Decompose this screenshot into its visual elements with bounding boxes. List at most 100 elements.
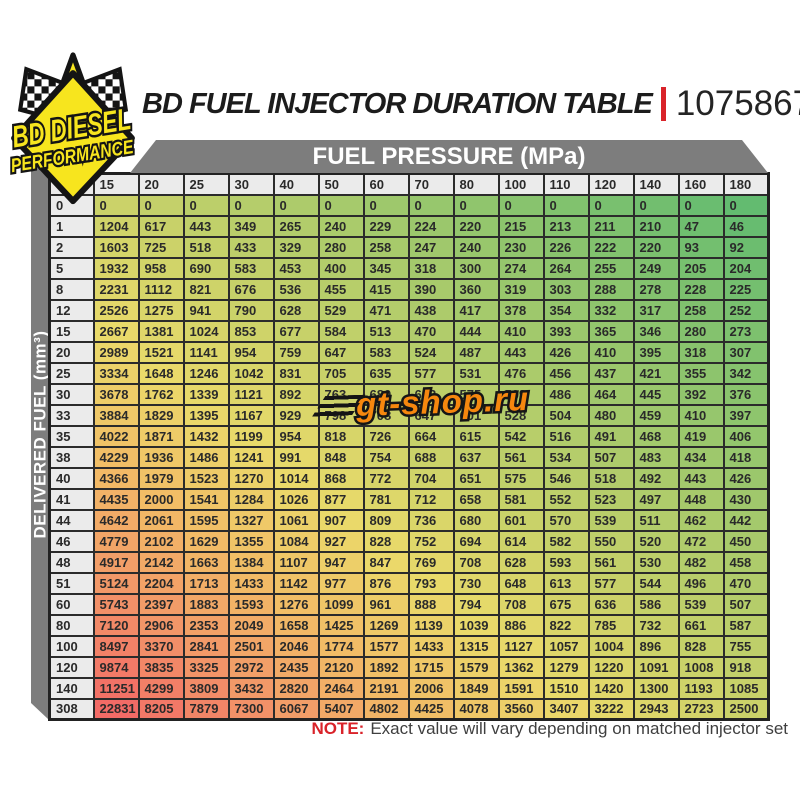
table-cell: 365 (587, 319, 635, 343)
row-label: 308 (48, 697, 95, 721)
table-cell: 5407 (317, 697, 365, 721)
table-cell: 892 (272, 382, 320, 406)
table-cell: 1871 (137, 424, 185, 448)
table-cell: 848 (317, 445, 365, 469)
delivered-fuel-label: DELIVERED FUEL (mm³) (30, 330, 50, 539)
table-cell: 349 (227, 214, 275, 238)
table-cell: 2049 (227, 613, 275, 637)
table-cell: 708 (362, 403, 410, 427)
table-cell: 482 (677, 550, 725, 574)
table-cell: 4642 (92, 508, 140, 532)
table-cell: 615 (452, 424, 500, 448)
table-cell: 437 (587, 361, 635, 385)
table-cell: 1521 (137, 340, 185, 364)
table-row: 51 5124 2204 1713 1433 1142 977 876 793 730 648 613… (48, 571, 770, 595)
column-header: 30 (227, 172, 275, 196)
table-cell: 93 (677, 235, 725, 259)
table-cell: 1829 (137, 403, 185, 427)
table-cell: 539 (587, 508, 635, 532)
table-cell: 3884 (92, 403, 140, 427)
table-cell: 550 (587, 529, 635, 553)
table-cell: 4299 (137, 676, 185, 700)
row-label: 2 (48, 235, 95, 259)
table-cell: 1486 (182, 445, 230, 469)
row-label: 44 (48, 508, 95, 532)
table-cell: 496 (677, 571, 725, 595)
table-cell: 732 (632, 613, 680, 637)
table-cell: 544 (632, 571, 680, 595)
table-cell: 497 (632, 487, 680, 511)
table-cell: 676 (227, 277, 275, 301)
table-cell: 280 (677, 319, 725, 343)
row-label: 12 (48, 298, 95, 322)
table-cell: 4022 (92, 424, 140, 448)
table-cell: 524 (407, 340, 455, 364)
table-cell: 2353 (182, 613, 230, 637)
table-cell: 0 (542, 193, 590, 217)
table-cell: 303 (542, 277, 590, 301)
table-cell: 2841 (182, 634, 230, 658)
table-cell: 4435 (92, 487, 140, 511)
table-cell: 2142 (137, 550, 185, 574)
table-cell: 809 (362, 508, 410, 532)
table-row: 41 4435 2000 1541 1284 1026 877 781 712 658 581 552… (48, 487, 770, 511)
table-cell: 593 (542, 550, 590, 574)
table-cell: 680 (452, 508, 500, 532)
table-cell: 511 (632, 508, 680, 532)
table-cell: 647 (407, 403, 455, 427)
table-cell: 1270 (227, 466, 275, 490)
table-cell: 443 (677, 466, 725, 490)
table-cell: 317 (632, 298, 680, 322)
table-cell: 410 (677, 403, 725, 427)
table-cell: 1014 (272, 466, 320, 490)
table-cell: 781 (362, 487, 410, 511)
table-cell: 360 (452, 277, 500, 301)
table-cell: 213 (542, 214, 590, 238)
row-label: 15 (48, 319, 95, 343)
table-cell: 1892 (362, 655, 410, 679)
table-cell: 228 (677, 277, 725, 301)
table-cell: 793 (407, 571, 455, 595)
table-cell: 240 (452, 235, 500, 259)
table-cell: 252 (722, 298, 770, 322)
table-cell: 471 (362, 298, 410, 322)
table-cell: 264 (542, 256, 590, 280)
table-cell: 1241 (227, 445, 275, 469)
table-row: 80 7120 2906 2353 2049 1658 1425 1269 1139 1039 88… (48, 613, 770, 637)
fuel-pressure-label: FUEL PRESSURE (MPa) (312, 142, 586, 170)
table-cell: 378 (497, 298, 545, 322)
table-row: 20 2989 1521 1141 954 759 647 583 524 487 443 426 41… (48, 340, 770, 364)
table-cell: 453 (272, 256, 320, 280)
table-cell: 694 (452, 529, 500, 553)
table-cell: 319 (497, 277, 545, 301)
bd-diesel-performance-logo: BD DIESEL PERFORMANCE (6, 50, 140, 206)
table-cell: 318 (677, 340, 725, 364)
table-cell: 513 (362, 319, 410, 343)
table-cell: 354 (542, 298, 590, 322)
table-cell: 896 (632, 634, 680, 658)
row-label: 35 (48, 424, 95, 448)
table-cell: 0 (677, 193, 725, 217)
table-cell: 635 (362, 361, 410, 385)
table-cell: 434 (677, 445, 725, 469)
table-cell: 433 (227, 235, 275, 259)
table-cell: 677 (272, 319, 320, 343)
table-cell: 438 (407, 298, 455, 322)
table-cell: 536 (272, 277, 320, 301)
table-cell: 0 (587, 193, 635, 217)
table-cell: 11251 (92, 676, 140, 700)
table-cell: 0 (227, 193, 275, 217)
table-cell: 658 (452, 487, 500, 511)
table-cell: 637 (452, 445, 500, 469)
table-cell: 1107 (272, 550, 320, 574)
table-row: 3338841829139511679297987086476015285044… (48, 403, 770, 427)
column-header: 40 (272, 172, 320, 196)
table-cell: 273 (722, 319, 770, 343)
table-cell: 2723 (677, 697, 725, 721)
table-cell: 1523 (182, 466, 230, 490)
table-cell: 1284 (227, 487, 275, 511)
table-cell: 215 (497, 214, 545, 238)
table-cell: 587 (722, 613, 770, 637)
table-cell: 1577 (362, 634, 410, 658)
table-row: 30 3678 1762 1339 1121 892 763 680 623 575 509 486 4… (48, 382, 770, 406)
